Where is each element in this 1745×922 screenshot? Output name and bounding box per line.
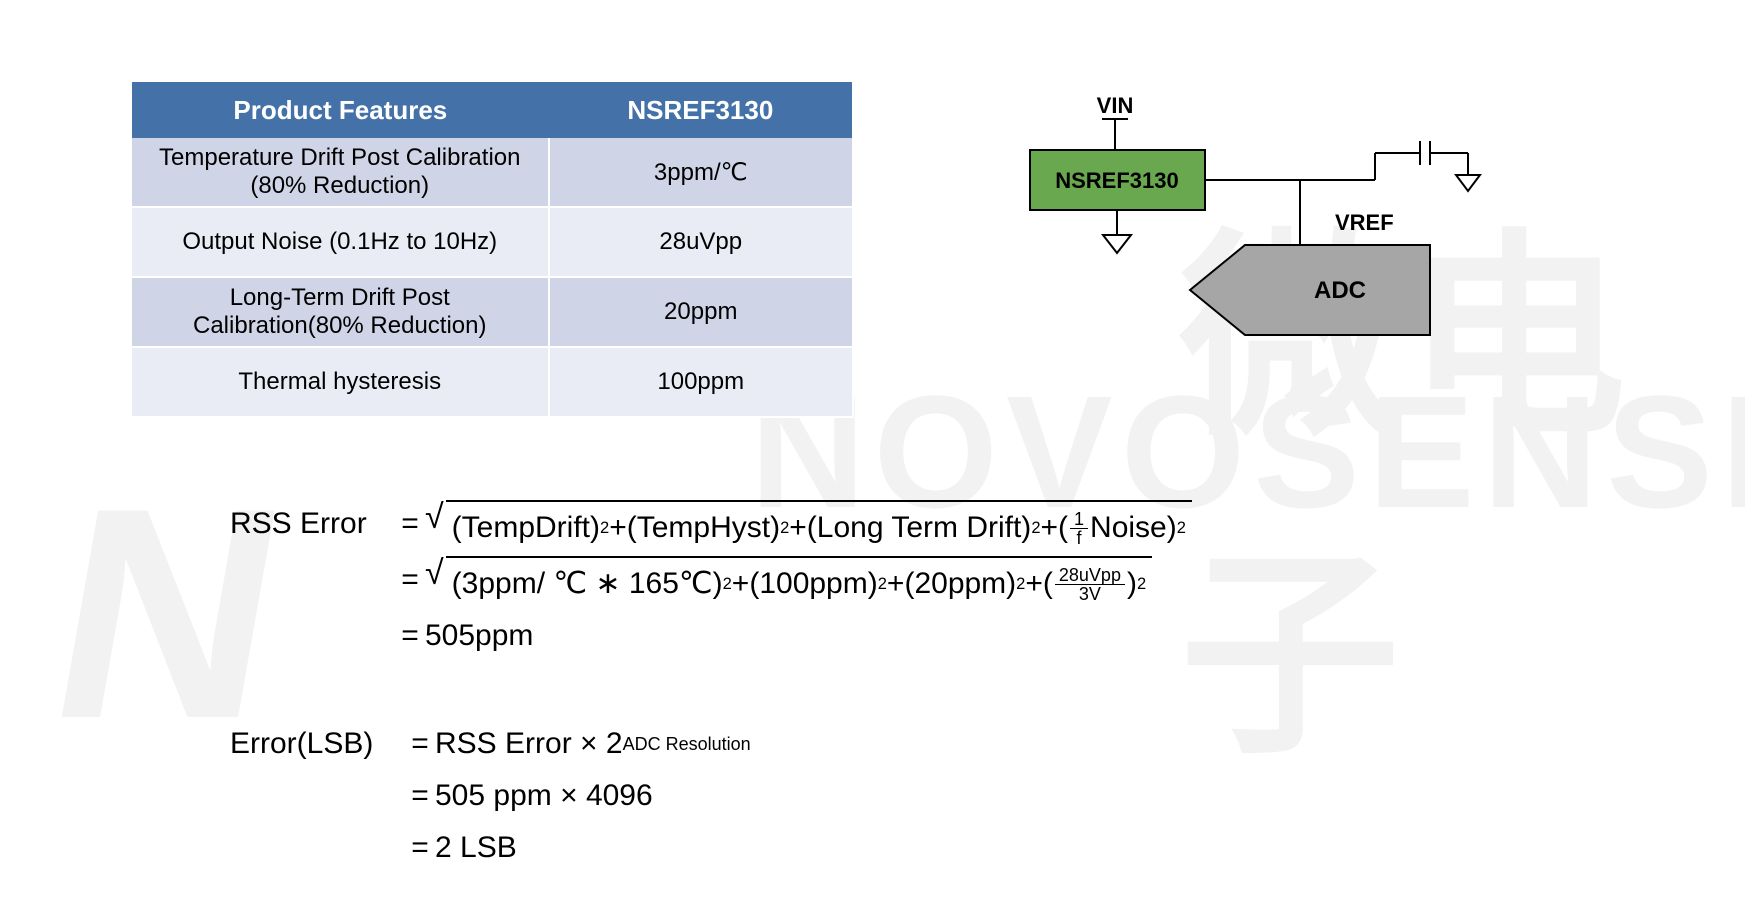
lsb-line-1: Error(LSB) = RSS Error × 2ADC Resolution <box>230 720 1430 768</box>
vin-label: VIN <box>1097 95 1134 118</box>
rss-result: 505ppm <box>425 612 1430 660</box>
lsb-line-3: = 2 LSB <box>230 824 1430 872</box>
table-header-features: Product Features <box>132 82 549 138</box>
feature-value: 28uVpp <box>548 208 853 276</box>
vref-label: VREF <box>1335 210 1394 235</box>
lsb-lhs: Error(LSB) <box>230 720 405 768</box>
feature-value: 100ppm <box>548 348 853 416</box>
table-header-row: Product Features NSREF3130 <box>132 82 852 138</box>
rss-lhs: RSS Error <box>230 500 395 548</box>
block-diagram: VIN NSREF3130 VREF <box>990 95 1550 375</box>
formula-block: RSS Error = √ (TempDrift)2 + (TempHyst)2… <box>230 500 1430 876</box>
feature-name: Long-Term Drift Post Calibration(80% Red… <box>132 278 548 346</box>
table-row: Output Noise (0.1Hz to 10Hz) 28uVpp <box>132 206 852 276</box>
rss-line-2: = √ (3ppm/ ℃ ∗ 165℃)2 + (100ppm)2 + (20p… <box>230 556 1430 608</box>
lsb-line-2: = 505 ppm × 4096 <box>230 772 1430 820</box>
equals-sign: = <box>395 500 425 548</box>
page-root: N NOVOSENSE 微电子 Product Features NSREF31… <box>0 0 1745 922</box>
table-row: Thermal hysteresis 100ppm <box>132 346 852 416</box>
rss-line-3: = 505ppm <box>230 612 1430 660</box>
table-row: Temperature Drift Post Calibration (80% … <box>132 138 852 206</box>
noise-over-vref: 28uVpp 3V <box>1055 566 1125 603</box>
table-header-part: NSREF3130 <box>549 82 852 138</box>
features-table: Product Features NSREF3130 Temperature D… <box>130 80 854 418</box>
table-row: Long-Term Drift Post Calibration(80% Red… <box>132 276 852 346</box>
feature-value: 20ppm <box>548 278 853 346</box>
rss-line-1: RSS Error = √ (TempDrift)2 + (TempHyst)2… <box>230 500 1430 552</box>
sqrt-icon: √ (TempDrift)2 + (TempHyst)2 + (Long Ter… <box>425 500 1192 552</box>
one-over-f: 1 f <box>1070 510 1088 547</box>
feature-value: 3ppm/℃ <box>548 138 853 206</box>
adc-block-label: ADC <box>1314 277 1366 304</box>
feature-name: Temperature Drift Post Calibration (80% … <box>132 138 548 206</box>
adc-resolution-exponent: ADC Resolution <box>623 730 751 759</box>
lsb-result: 2 LSB <box>435 824 1430 872</box>
ref-block-label: NSREF3130 <box>1055 168 1179 193</box>
feature-name: Output Noise (0.1Hz to 10Hz) <box>132 208 548 276</box>
adc-block <box>1190 245 1430 335</box>
feature-name: Thermal hysteresis <box>132 348 548 416</box>
